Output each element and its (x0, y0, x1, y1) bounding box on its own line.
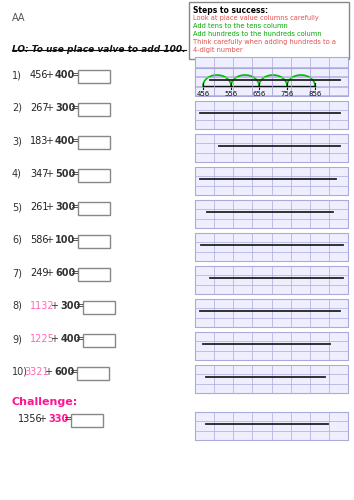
Text: +: + (39, 414, 50, 424)
Text: 4): 4) (12, 169, 22, 179)
Text: +: + (46, 169, 57, 179)
Text: 9): 9) (12, 334, 22, 344)
FancyBboxPatch shape (195, 200, 348, 228)
Text: +: + (46, 268, 57, 278)
Text: =: = (71, 268, 79, 278)
FancyBboxPatch shape (195, 332, 348, 360)
Text: Add hundreds to the hundreds column: Add hundreds to the hundreds column (193, 31, 321, 37)
FancyBboxPatch shape (195, 233, 348, 261)
Text: 4-digit number: 4-digit number (193, 47, 242, 53)
Text: 656: 656 (252, 91, 266, 97)
Text: +: + (46, 202, 57, 212)
Text: =: = (76, 301, 84, 311)
Text: +: + (46, 103, 57, 113)
Text: 6): 6) (12, 235, 22, 245)
Text: Steps to success:: Steps to success: (193, 6, 268, 15)
Text: 300: 300 (55, 103, 75, 113)
Text: 330: 330 (48, 414, 68, 424)
Text: 856: 856 (308, 91, 322, 97)
Text: 261: 261 (30, 202, 48, 212)
Text: 556: 556 (224, 91, 238, 97)
Text: 500: 500 (55, 169, 75, 179)
FancyBboxPatch shape (78, 169, 110, 182)
Text: 400: 400 (55, 70, 75, 80)
FancyBboxPatch shape (195, 134, 348, 162)
Text: 183: 183 (30, 136, 48, 146)
Text: 1225: 1225 (30, 334, 55, 344)
Text: Think carefully when adding hundreds to a: Think carefully when adding hundreds to … (193, 39, 336, 45)
Text: +: + (46, 70, 57, 80)
FancyBboxPatch shape (195, 365, 348, 393)
Text: 586: 586 (30, 235, 48, 245)
FancyBboxPatch shape (195, 57, 348, 95)
Text: 756: 756 (280, 91, 294, 97)
Text: =: = (71, 169, 79, 179)
Text: 600: 600 (55, 268, 75, 278)
FancyBboxPatch shape (78, 70, 110, 83)
Text: 400: 400 (55, 136, 75, 146)
Text: 5): 5) (12, 202, 22, 212)
Text: 8): 8) (12, 301, 22, 311)
Text: 456: 456 (30, 70, 48, 80)
Text: 10): 10) (12, 367, 28, 377)
Text: 100: 100 (55, 235, 75, 245)
Text: =: = (70, 367, 78, 377)
Text: =: = (76, 334, 84, 344)
Text: Look at place value columns carefully: Look at place value columns carefully (193, 15, 319, 21)
Text: 300: 300 (55, 202, 75, 212)
Text: 347: 347 (30, 169, 48, 179)
FancyBboxPatch shape (78, 268, 110, 281)
FancyBboxPatch shape (195, 167, 348, 195)
FancyBboxPatch shape (83, 301, 115, 314)
Text: 1): 1) (12, 70, 22, 80)
FancyBboxPatch shape (195, 412, 348, 440)
FancyBboxPatch shape (78, 202, 110, 215)
Text: 400: 400 (60, 334, 80, 344)
Text: =: = (71, 70, 79, 80)
Text: =: = (64, 414, 72, 424)
FancyBboxPatch shape (195, 101, 348, 129)
Text: =: = (71, 103, 79, 113)
Text: +: + (51, 301, 62, 311)
FancyBboxPatch shape (78, 235, 110, 248)
Text: 600: 600 (54, 367, 74, 377)
FancyBboxPatch shape (78, 103, 110, 116)
FancyBboxPatch shape (195, 68, 348, 96)
Text: Challenge:: Challenge: (12, 397, 78, 407)
Text: +: + (45, 367, 56, 377)
Text: 1356: 1356 (18, 414, 42, 424)
Text: +: + (46, 136, 57, 146)
Text: 267: 267 (30, 103, 48, 113)
FancyBboxPatch shape (77, 367, 109, 380)
FancyBboxPatch shape (195, 266, 348, 294)
Text: =: = (71, 235, 79, 245)
Text: Add tens to the tens column: Add tens to the tens column (193, 23, 288, 29)
Text: LO: To use place valve to add 100.: LO: To use place valve to add 100. (12, 45, 185, 54)
Text: 3): 3) (12, 136, 22, 146)
Text: 2): 2) (12, 103, 22, 113)
Text: +: + (46, 235, 57, 245)
Text: 7): 7) (12, 268, 22, 278)
FancyBboxPatch shape (189, 2, 349, 59)
Text: AA: AA (12, 13, 25, 23)
Text: 300: 300 (60, 301, 80, 311)
Text: =: = (71, 136, 79, 146)
Text: +: + (51, 334, 62, 344)
Text: =: = (71, 202, 79, 212)
Text: 456: 456 (196, 91, 210, 97)
Text: 3321: 3321 (24, 367, 48, 377)
Text: 249: 249 (30, 268, 48, 278)
FancyBboxPatch shape (83, 334, 115, 347)
FancyBboxPatch shape (78, 136, 110, 149)
FancyBboxPatch shape (71, 414, 103, 427)
Text: 1132: 1132 (30, 301, 55, 311)
FancyBboxPatch shape (195, 299, 348, 327)
